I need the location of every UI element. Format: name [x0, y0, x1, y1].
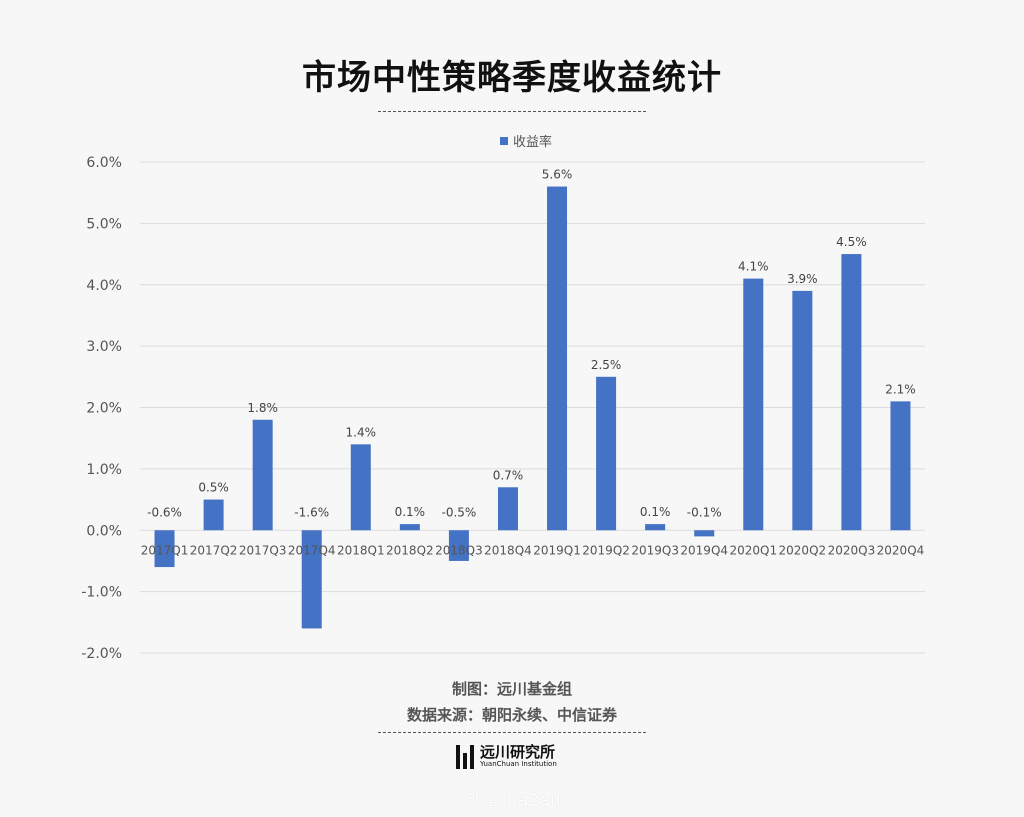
x-tick-label: 2018Q2 [386, 543, 434, 557]
institution-logo: 远川研究所 YuanChuan Institution [456, 744, 557, 769]
logo-name: 远川研究所 [480, 743, 556, 761]
logo-english: YuanChuan Institution [480, 760, 557, 768]
y-tick-label: 0.0% [86, 523, 122, 539]
y-tick-label: -1.0% [81, 585, 122, 601]
x-tick-label: 2018Q3 [435, 543, 483, 557]
data-label: 4.5% [836, 235, 867, 249]
bar [841, 254, 862, 531]
chart-title: 市场中性策略季度收益统计 [302, 58, 722, 98]
x-tick-label: 2019Q4 [680, 543, 728, 557]
y-tick-label: 4.0% [86, 278, 122, 294]
bar [547, 186, 568, 531]
bar [497, 487, 518, 531]
data-label: -0.6% [147, 505, 182, 519]
x-tick-label: 2019Q2 [582, 543, 630, 557]
x-tick-label: 2017Q2 [190, 543, 238, 557]
y-tick-label: 3.0% [86, 339, 122, 355]
bar [448, 530, 469, 561]
data-label: -0.1% [687, 505, 722, 519]
y-tick-label: 1.0% [86, 462, 122, 478]
bar [890, 401, 911, 531]
bar [301, 530, 322, 629]
bar [399, 524, 420, 531]
y-tick-label: 5.0% [86, 216, 122, 232]
data-label: 2.1% [885, 382, 916, 396]
bar [743, 278, 764, 531]
bar [154, 530, 175, 568]
x-tick-label: 2018Q1 [337, 543, 385, 557]
data-label: 1.8% [247, 401, 278, 415]
x-tick-label: 2019Q1 [533, 543, 581, 557]
bar [203, 499, 224, 531]
credit-made-by: 制图：远川基金组 [451, 680, 572, 698]
legend: 收益率 [500, 131, 552, 150]
legend-label: 收益率 [513, 135, 553, 150]
watermark: Chi na2au [463, 790, 561, 811]
legend-swatch [500, 136, 508, 145]
data-label: 2.5% [591, 358, 622, 372]
data-label: 5.6% [542, 168, 573, 182]
data-label: 0.1% [395, 505, 426, 519]
x-tick-label: 2019Q3 [631, 543, 679, 557]
bar [252, 419, 273, 531]
bar [694, 530, 715, 537]
x-tick-label: 2018Q4 [484, 543, 532, 557]
y-tick-label: 6.0% [86, 155, 122, 171]
data-label: 0.7% [493, 468, 524, 482]
data-label: -0.5% [441, 505, 476, 519]
x-tick-label: 2020Q2 [779, 543, 827, 557]
title-divider [378, 111, 646, 112]
x-tick-label: 2017Q4 [288, 543, 336, 557]
bar [596, 376, 617, 531]
data-label: -1.6% [294, 505, 329, 519]
x-tick-label: 2020Q1 [729, 543, 777, 557]
data-label: 3.9% [787, 272, 818, 286]
bar [350, 444, 371, 531]
y-tick-label: 2.0% [86, 401, 122, 417]
footer-divider [378, 732, 646, 733]
data-label: 4.1% [738, 260, 769, 274]
x-tick-label: 2017Q1 [141, 543, 189, 557]
data-label: 0.1% [640, 505, 671, 519]
data-label: 1.4% [346, 425, 377, 439]
x-tick-label: 2020Q3 [828, 543, 876, 557]
y-tick-label: -2.0% [81, 646, 122, 662]
logo-mark-icon [456, 744, 474, 769]
x-tick-label: 2020Q4 [877, 543, 925, 557]
data-label: 0.5% [198, 481, 229, 495]
bar [792, 290, 813, 531]
credit-source: 数据来源：朝阳永续、中信证券 [406, 706, 617, 724]
x-tick-label: 2017Q3 [239, 543, 287, 557]
bar [645, 524, 666, 531]
